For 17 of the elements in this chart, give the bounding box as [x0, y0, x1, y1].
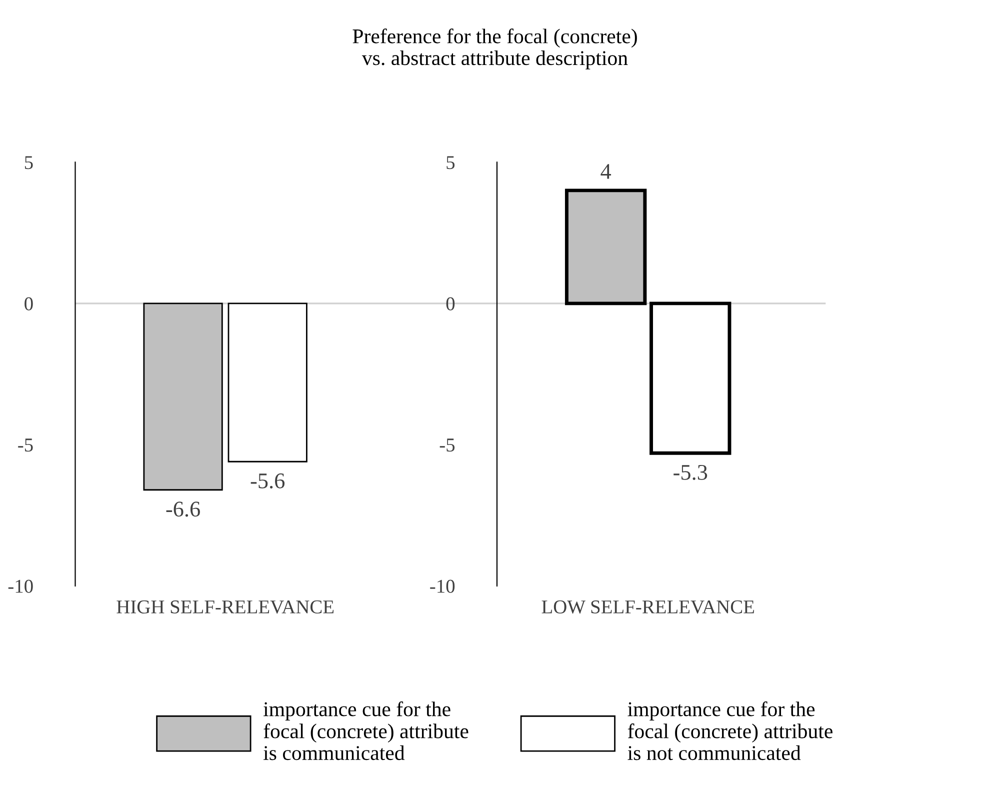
x-tick-label: HIGH SELF-RELEVANCE — [116, 600, 334, 614]
legend-label: importance cue for the focal (concrete) attribute is communicated — [264, 701, 468, 760]
y2-tick-label: 0 — [446, 297, 455, 310]
data-label: -5.3 — [674, 464, 708, 480]
y-tick-label: -5 — [18, 438, 33, 452]
y2-tick-label: 5 — [446, 156, 455, 170]
y-tick-label: 0 — [24, 297, 33, 310]
data-label: -6.6 — [166, 502, 200, 517]
data-label: -5.6 — [250, 473, 285, 488]
y-tick-label: -10 — [8, 580, 33, 593]
x-tick-label: LOW SELF-RELEVANCE — [542, 600, 754, 614]
data-label: 4 — [600, 164, 612, 179]
chart-title: Preference for the focal (concrete) vs. abstract attribute description — [352, 28, 637, 70]
legend-label: importance cue for the focal (concrete) attribute is not communicated — [628, 701, 832, 760]
y-tick-label: 5 — [24, 156, 33, 170]
y2-tick-label: -5 — [440, 438, 455, 452]
y2-tick-label: -10 — [430, 580, 455, 593]
